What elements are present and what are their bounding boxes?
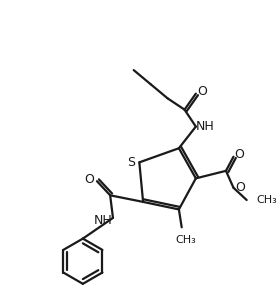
Text: O: O <box>235 181 245 194</box>
Text: O: O <box>84 173 94 186</box>
Text: NH: NH <box>196 120 215 133</box>
Text: O: O <box>198 85 207 98</box>
Text: CH₃: CH₃ <box>175 235 196 245</box>
Text: O: O <box>234 148 244 161</box>
Text: CH₃: CH₃ <box>256 195 277 205</box>
Text: NH: NH <box>94 214 113 227</box>
Text: S: S <box>127 156 135 169</box>
